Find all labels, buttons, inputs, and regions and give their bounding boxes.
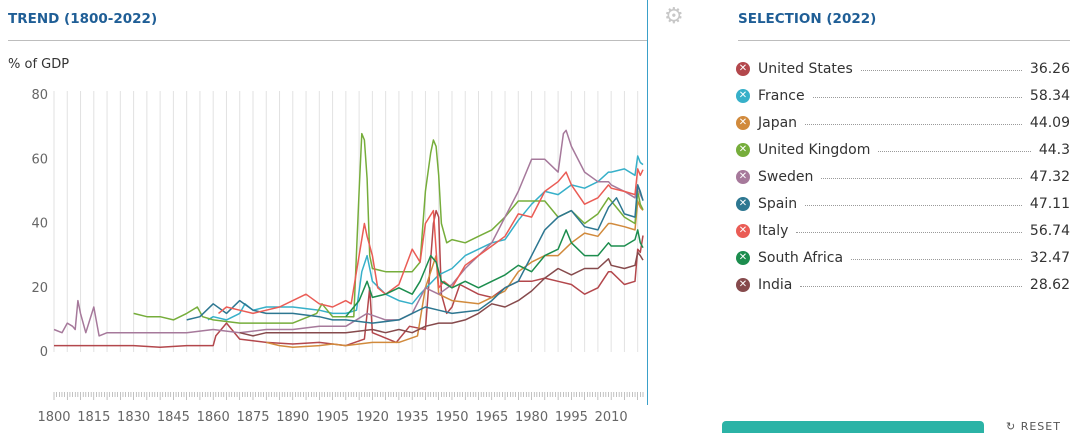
legend-item-name: Spain <box>758 195 798 212</box>
dotted-leader <box>860 70 1022 71</box>
x-tick-label: 1890 <box>276 410 309 425</box>
legend-item[interactable]: ✕ India 28.62 <box>736 271 1070 298</box>
dotted-leader <box>821 178 1022 179</box>
trend-title-rule <box>8 40 648 41</box>
x-tick-label: 1800 <box>37 410 70 425</box>
series-line-south-africa <box>345 229 644 318</box>
legend-item-name: United States <box>758 60 853 77</box>
dotted-leader <box>878 151 1031 152</box>
legend-item-name: United Kingdom <box>758 141 871 158</box>
legend-item-name: France <box>758 87 805 104</box>
x-tick-label: 1935 <box>396 410 429 425</box>
legend-item-name: Italy <box>758 222 789 239</box>
legend-item[interactable]: ✕ Italy 56.74 <box>736 217 1070 244</box>
remove-icon[interactable]: ✕ <box>736 142 750 157</box>
legend-item[interactable]: ✕ United Kingdom 44.3 <box>736 136 1070 163</box>
series-line-sweden <box>53 129 644 337</box>
dotted-leader <box>805 205 1022 206</box>
legend-item-value: 36.26 <box>1029 60 1070 77</box>
year-cursor-line[interactable] <box>647 0 648 405</box>
legend-item[interactable]: ✕ Sweden 47.32 <box>736 163 1070 190</box>
settings-gear-icon[interactable]: ⚙ <box>664 4 684 29</box>
dotted-leader <box>796 232 1022 233</box>
series-line-united-states <box>54 209 644 348</box>
x-tick-label: 1965 <box>475 410 508 425</box>
y-axis-unit: % of GDP <box>8 57 70 72</box>
x-tick-label: 1995 <box>555 410 588 425</box>
dotted-leader <box>805 124 1022 125</box>
legend-item-name: Japan <box>758 114 798 131</box>
legend-item-name: Sweden <box>758 168 814 185</box>
y-tick-label: 40 <box>31 217 48 232</box>
selection-title: SELECTION (2022) <box>738 11 877 27</box>
series-line-spain <box>186 184 644 324</box>
series-line-india <box>239 251 644 337</box>
legend-item[interactable]: ✕ Japan 44.09 <box>736 109 1070 136</box>
legend-item-value: 58.34 <box>1029 87 1070 104</box>
legend-item[interactable]: ✕ South Africa 32.47 <box>736 244 1070 271</box>
legend-item-value: 47.11 <box>1029 195 1070 212</box>
x-tick-label: 1920 <box>356 410 389 425</box>
series-line-united-kingdom <box>133 132 644 324</box>
remove-icon[interactable]: ✕ <box>736 277 750 292</box>
x-tick-label: 1860 <box>197 410 230 425</box>
x-tick-label: 1815 <box>77 410 110 425</box>
dotted-leader <box>812 97 1022 98</box>
legend-item[interactable]: ✕ France 58.34 <box>736 82 1070 109</box>
x-tick-label: 1845 <box>157 410 190 425</box>
remove-icon[interactable]: ✕ <box>736 223 750 238</box>
remove-icon[interactable]: ✕ <box>736 61 750 76</box>
x-tick-label: 1950 <box>435 410 468 425</box>
legend-item-value: 28.62 <box>1029 276 1070 293</box>
x-tick-label: 1905 <box>316 410 349 425</box>
legend-item-value: 47.32 <box>1029 168 1070 185</box>
remove-icon[interactable]: ✕ <box>736 250 750 265</box>
selection-title-rule <box>738 40 1070 41</box>
y-tick-label: 20 <box>31 281 48 296</box>
action-button[interactable] <box>722 421 984 433</box>
legend-item[interactable]: ✕ Spain 47.11 <box>736 190 1070 217</box>
series-line-italy <box>218 168 644 315</box>
y-tick-label: 80 <box>31 88 48 103</box>
legend-item[interactable]: ✕ United States 36.26 <box>736 55 1070 82</box>
dotted-leader <box>851 259 1022 260</box>
legend-item-value: 32.47 <box>1029 249 1070 266</box>
legend-item-value: 56.74 <box>1029 222 1070 239</box>
y-tick-label: 60 <box>31 152 48 167</box>
trend-chart: 0 20 40 60 80 1800 1815 1830 1845 1860 1875 1890 190… <box>31 88 644 425</box>
legend-item-name: India <box>758 276 793 293</box>
remove-icon[interactable]: ✕ <box>736 88 750 103</box>
trend-title: TREND (1800-2022) <box>8 11 158 27</box>
remove-icon[interactable]: ✕ <box>736 196 750 211</box>
dotted-leader <box>800 286 1022 287</box>
x-tick-label: 1980 <box>515 410 548 425</box>
selection-legend: ✕ United States 36.26 ✕ France 58.34 ✕ Japan 44.… <box>736 55 1070 298</box>
legend-item-name: South Africa <box>758 249 844 266</box>
series-line-france <box>207 155 644 321</box>
legend-item-value: 44.09 <box>1029 114 1070 131</box>
remove-icon[interactable]: ✕ <box>736 115 750 130</box>
y-tick-label: 0 <box>40 345 48 360</box>
x-tick-label: 1875 <box>236 410 269 425</box>
x-tick-label: 1830 <box>117 410 150 425</box>
x-tick-label: 2010 <box>595 410 628 425</box>
remove-icon[interactable]: ✕ <box>736 169 750 184</box>
legend-item-value: 44.3 <box>1038 141 1070 158</box>
